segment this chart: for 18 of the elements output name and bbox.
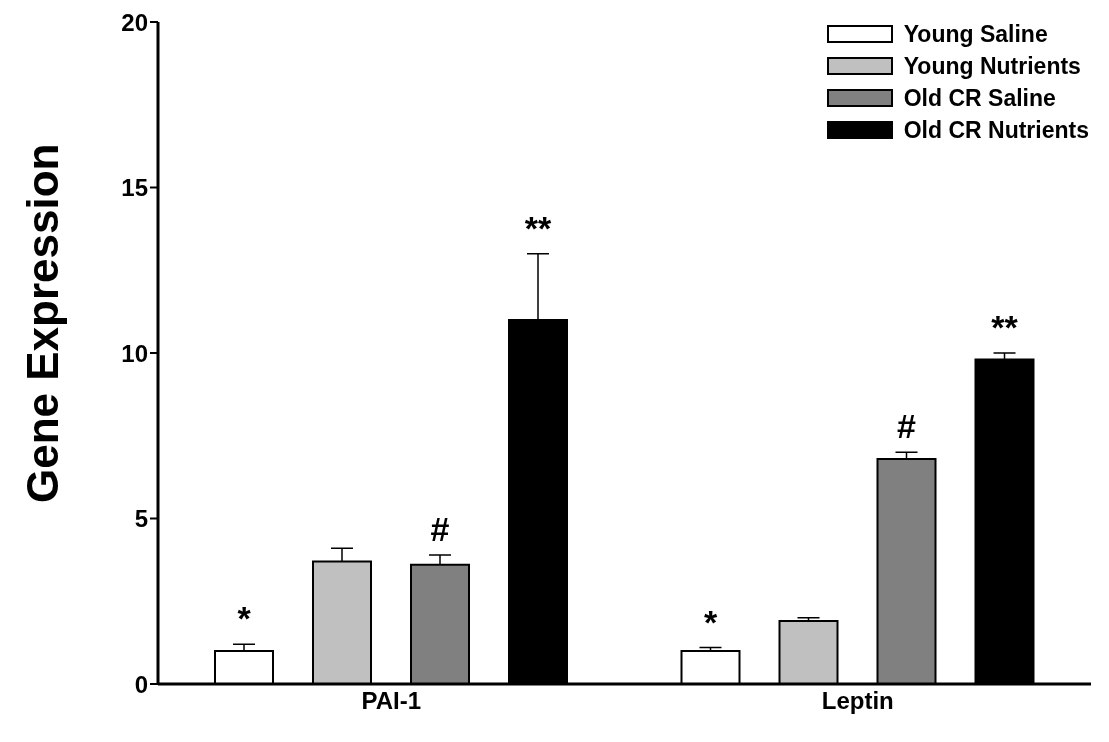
legend-label: Old CR Saline <box>903 84 1056 113</box>
y-tick-label: 0 <box>134 670 148 698</box>
data-label: # <box>897 407 917 446</box>
y-tick-label: 5 <box>134 505 148 533</box>
y-axis-title: Gene Expression <box>17 143 67 503</box>
legend-label: Old CR Nutrients <box>903 116 1089 145</box>
x-tick-label: PAI-1 <box>361 687 422 715</box>
legend-label: Young Nutrients <box>903 52 1081 81</box>
data-label: # <box>430 509 450 548</box>
data-label: ** <box>524 208 552 247</box>
data-label: * <box>703 602 718 641</box>
data-label: ** <box>991 308 1019 346</box>
y-tick-label: 10 <box>121 339 148 367</box>
y-tick-label: 15 <box>121 174 148 202</box>
x-tick-label: Leptin <box>821 687 894 715</box>
legend-label: Young Saline <box>903 20 1048 49</box>
y-tick-label: 20 <box>121 8 148 36</box>
data-label: * <box>237 599 252 638</box>
